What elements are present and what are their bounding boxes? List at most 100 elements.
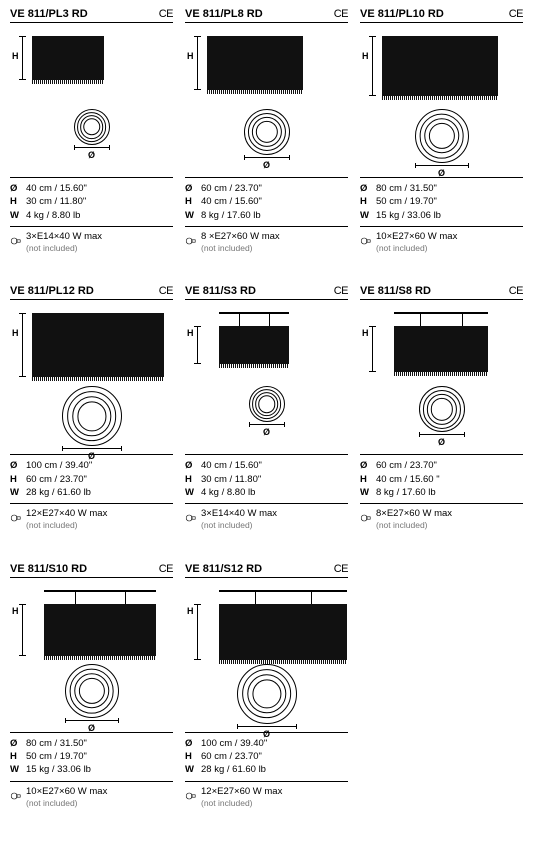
h-label: H xyxy=(187,328,194,338)
phi-label: Ø xyxy=(88,723,95,733)
product-card: VE 811/PL10 RDCEHØØ80 cm / 31.50"H50 cm … xyxy=(354,4,529,281)
spec-key: W xyxy=(185,486,201,499)
card-header: VE 811/S3 RDCE xyxy=(185,285,348,300)
spec-key: H xyxy=(10,195,26,208)
spec-key: W xyxy=(360,486,376,499)
product-title: VE 811/PL3 RD xyxy=(10,8,88,20)
side-drawing: H xyxy=(10,588,173,660)
top-drawing: Ø xyxy=(10,105,173,173)
bulb-note: (not included) xyxy=(26,798,107,809)
spec-diameter: 60 cm / 23.70" xyxy=(376,459,437,472)
product-card: VE 811/PL8 RDCEHØØ60 cm / 23.70"H40 cm /… xyxy=(179,4,354,281)
spec-key: Ø xyxy=(185,459,201,472)
bulb-spec: 8 ×E27×60 W max xyxy=(201,231,280,243)
spec-weight: 15 kg / 33.06 lb xyxy=(376,209,441,222)
spec-key: Ø xyxy=(10,182,26,195)
spec-key: W xyxy=(10,763,26,776)
bulb-spec: 12×E27×60 W max xyxy=(201,786,282,798)
spec-key: Ø xyxy=(360,182,376,195)
spec-height: 50 cm / 19.70" xyxy=(376,195,437,208)
h-label: H xyxy=(362,51,369,61)
phi-label: Ø xyxy=(263,729,270,739)
card-header: VE 811/PL3 RD CE xyxy=(10,8,173,23)
card-header: VE 811/PL8 RD CE xyxy=(185,8,348,23)
side-drawing: H xyxy=(10,33,173,105)
phi-label: Ø xyxy=(263,427,270,437)
spec-key: W xyxy=(10,486,26,499)
product-title: VE 811/S8 RD xyxy=(360,285,431,297)
spec-block: Ø100 cm / 39.40"H60 cm / 23.70"W28 kg / … xyxy=(10,459,173,499)
spec-diameter: 80 cm / 31.50" xyxy=(376,182,437,195)
bulb-spec: 12×E27×40 W max xyxy=(26,508,107,520)
spec-diameter: 40 cm / 15.60" xyxy=(201,459,262,472)
bulb-row: 3×E14×40 W max(not included) xyxy=(185,508,348,531)
spec-diameter: 40 cm / 15.60" xyxy=(26,182,87,195)
ce-mark: CE xyxy=(334,8,348,20)
spec-weight: 28 kg / 61.60 lb xyxy=(26,486,91,499)
h-label: H xyxy=(187,606,194,616)
bulb-note: (not included) xyxy=(26,243,102,254)
top-drawing: Ø xyxy=(185,382,348,450)
spec-key: W xyxy=(185,209,201,222)
bulb-note: (not included) xyxy=(376,520,452,531)
side-drawing: H xyxy=(10,310,173,382)
h-label: H xyxy=(12,51,19,61)
spec-key: Ø xyxy=(10,737,26,750)
ce-mark: CE xyxy=(509,8,523,20)
h-label: H xyxy=(362,328,369,338)
h-label: H xyxy=(12,328,19,338)
bulb-note: (not included) xyxy=(201,520,277,531)
spec-key: W xyxy=(360,209,376,222)
spec-weight: 15 kg / 33.06 lb xyxy=(26,763,91,776)
spec-height: 40 cm / 15.60 " xyxy=(376,473,440,486)
spec-key: H xyxy=(360,473,376,486)
top-drawing: Ø xyxy=(10,382,173,450)
ce-mark: CE xyxy=(159,8,173,20)
spec-key: H xyxy=(10,473,26,486)
h-label: H xyxy=(187,51,194,61)
side-drawing: H xyxy=(360,33,523,105)
spec-height: 60 cm / 23.70" xyxy=(201,750,262,763)
shade-icon xyxy=(219,326,289,364)
spec-key: H xyxy=(185,473,201,486)
bulb-spec: 3×E14×40 W max xyxy=(26,231,102,243)
spec-height: 60 cm / 23.70" xyxy=(26,473,87,486)
spec-key: Ø xyxy=(185,737,201,750)
product-card: VE 811/S8 RDCEHØØ60 cm / 23.70"H40 cm / … xyxy=(354,281,529,558)
product-title: VE 811/S10 RD xyxy=(10,563,87,575)
side-drawing: H xyxy=(360,310,523,382)
bulb-row: 12×E27×60 W max(not included) xyxy=(185,786,348,809)
bulb-spec: 10×E27×60 W max xyxy=(376,231,457,243)
spec-key: H xyxy=(360,195,376,208)
bulb-note: (not included) xyxy=(376,243,457,254)
bulb-spec: 8×E27×60 W max xyxy=(376,508,452,520)
spec-block: Ø100 cm / 39.40"H60 cm / 23.70"W28 kg / … xyxy=(185,737,348,777)
ce-mark: CE xyxy=(509,285,523,297)
bulb-spec: 3×E14×40 W max xyxy=(201,508,277,520)
product-card: VE 811/S3 RDCEHØØ40 cm / 15.60"H30 cm / … xyxy=(179,281,354,558)
spec-block: Ø80 cm / 31.50"H50 cm / 19.70"W15 kg / 3… xyxy=(360,182,523,222)
side-drawing: H xyxy=(185,588,348,660)
spec-weight: 28 kg / 61.60 lb xyxy=(201,763,266,776)
phi-label: Ø xyxy=(263,160,270,170)
side-drawing: H xyxy=(185,33,348,105)
product-card: VE 811/PL3 RDCEHØØ40 cm / 15.60"H30 cm /… xyxy=(4,4,179,281)
spec-block: Ø60 cm / 23.70"H40 cm / 15.60 "W8 kg / 1… xyxy=(360,459,523,499)
shade-icon xyxy=(44,604,156,656)
bulb-row: 10×E27×60 W max(not included) xyxy=(360,231,523,254)
shade-icon xyxy=(207,36,303,90)
spec-key: Ø xyxy=(360,459,376,472)
bulb-row: 10×E27×60 W max(not included) xyxy=(10,786,173,809)
top-drawing: Ø xyxy=(360,105,523,173)
bulb-row: 12×E27×40 W max(not included) xyxy=(10,508,173,531)
bulb-spec: 10×E27×60 W max xyxy=(26,786,107,798)
top-drawing: Ø xyxy=(10,660,173,728)
card-header: VE 811/S10 RDCE xyxy=(10,563,173,578)
product-title: VE 811/PL8 RD xyxy=(185,8,263,20)
shade-icon xyxy=(32,313,164,377)
spec-weight: 8 kg / 17.60 lb xyxy=(376,486,436,499)
spec-height: 50 cm / 19.70" xyxy=(26,750,87,763)
shade-icon xyxy=(382,36,498,96)
product-card: VE 811/S10 RDCEHØØ80 cm / 31.50"H50 cm /… xyxy=(4,559,179,836)
ce-mark: CE xyxy=(334,563,348,575)
